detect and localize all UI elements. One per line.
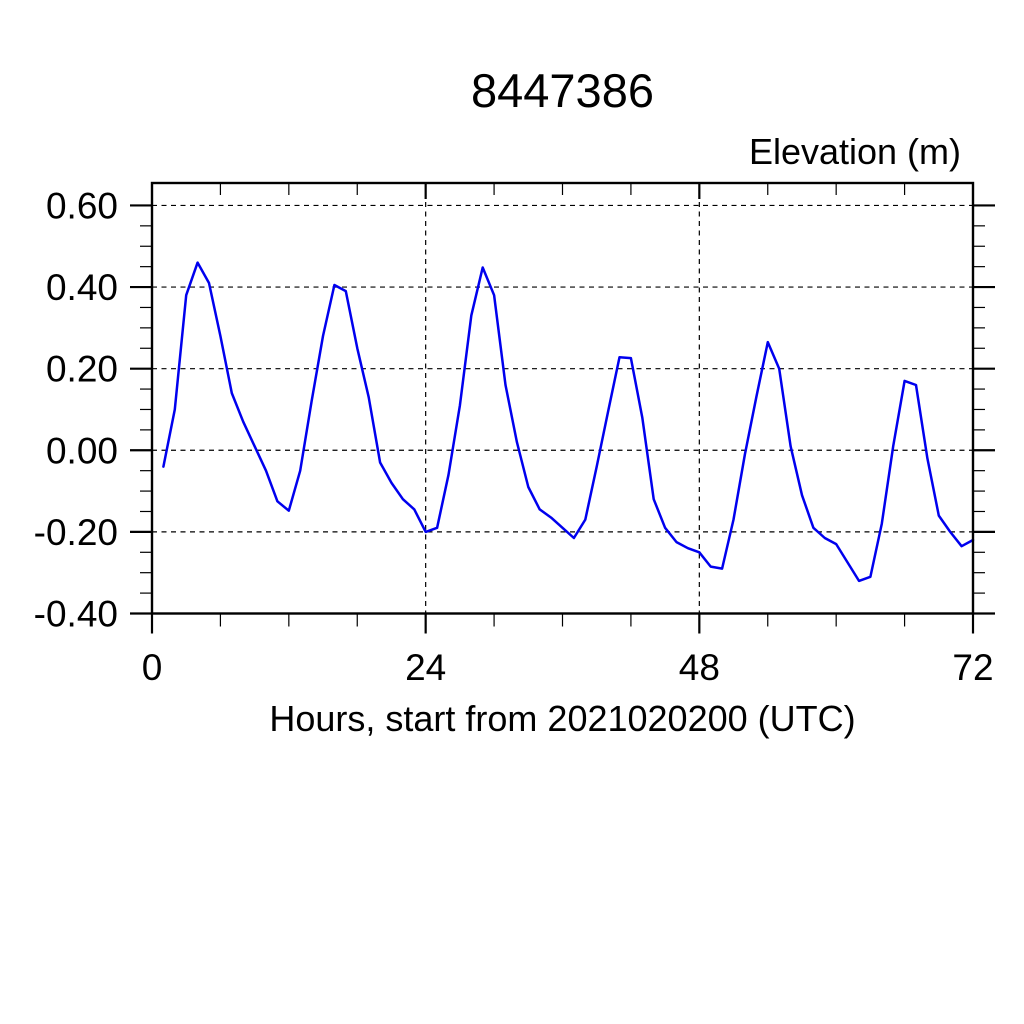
y-tick-label: 0.60 — [46, 185, 118, 226]
x-tick-label: 48 — [679, 647, 720, 688]
x-tick-label: 0 — [142, 647, 163, 688]
x-axis-title: Hours, start from 2021020200 (UTC) — [269, 698, 855, 739]
elevation-line — [162, 261, 975, 583]
y-tick-label: 0.40 — [46, 267, 118, 308]
chart-title: 8447386 — [471, 64, 654, 117]
x-tick-label: 24 — [405, 647, 446, 688]
y-axis-title: Elevation (m) — [749, 131, 961, 172]
tick-marks — [130, 183, 995, 634]
plot-frame — [150, 181, 975, 615]
tick-labels: 0.60 0.40 0.20 0.00 -0.20 -0.40 0 24 48 72 — [34, 185, 994, 688]
data-line-layer — [162, 261, 975, 583]
y-tick-label: 0.20 — [46, 349, 118, 390]
y-tick-label: -0.40 — [34, 594, 118, 635]
y-tick-label: 0.00 — [46, 430, 118, 471]
y-tick-label: -0.20 — [34, 512, 118, 553]
x-tick-label: 72 — [952, 647, 993, 688]
gridlines — [152, 183, 973, 614]
